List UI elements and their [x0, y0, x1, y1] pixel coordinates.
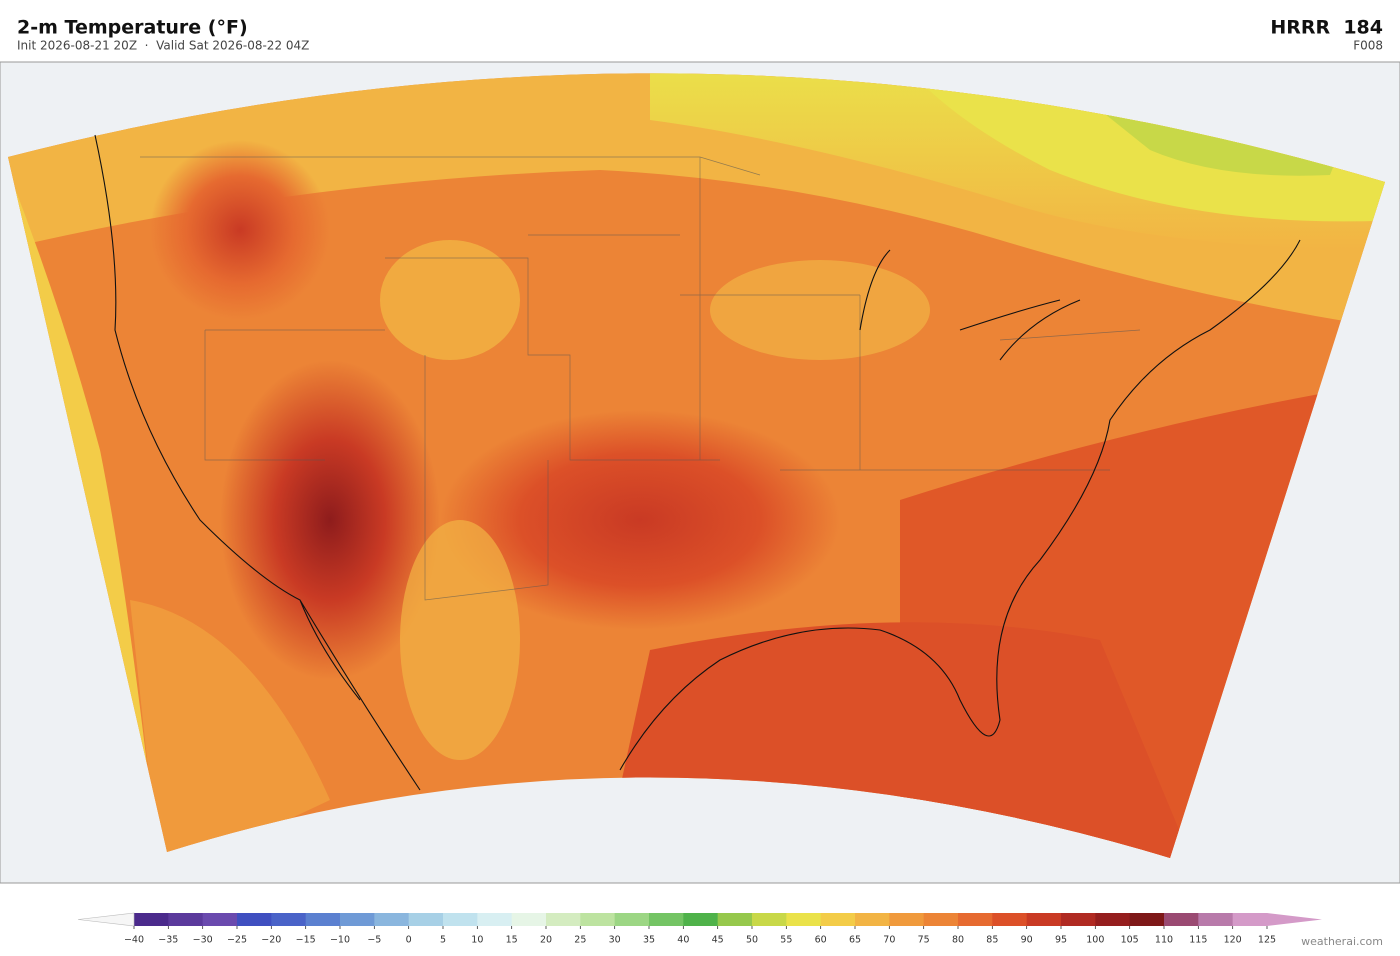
colorbar-bin: [614, 913, 650, 926]
colorbar-bin: [786, 913, 822, 926]
colorbar-tick-label: 40: [677, 935, 689, 946]
colorbar-bin: [1232, 913, 1268, 926]
colorbar-tick-label: 115: [1189, 935, 1207, 946]
colorbar-tick-label: 110: [1155, 935, 1173, 946]
colorbar-bin: [1095, 913, 1131, 926]
colorbar-tick-label: 50: [746, 935, 758, 946]
colorbar-bin: [1164, 913, 1199, 926]
colorbar-tick-label: 0: [406, 935, 412, 946]
colorbar-bin: [271, 913, 307, 926]
colorbar-tick-label: −25: [227, 935, 247, 946]
colorbar-bin: [1198, 913, 1234, 926]
map: [0, 61, 1400, 884]
colorbar-bin: [546, 913, 581, 926]
colorbar-extend-low: [77, 912, 135, 927]
colorbar-bin: [958, 913, 993, 926]
colorbar-bin: [1061, 913, 1096, 926]
colorbar-bin: [374, 913, 410, 926]
colorbar-bin: [1026, 913, 1062, 926]
colorbar-tick-label: 90: [1021, 935, 1033, 946]
colorbar-tick-label: −15: [296, 935, 316, 946]
colorbar-tick-label: 65: [849, 935, 861, 946]
colorbar-tick-label: −40: [124, 935, 144, 946]
colorbar-tick-label: 95: [1055, 935, 1067, 946]
colorbar-bin: [889, 913, 925, 926]
title: 2-m Temperature (°F): [17, 17, 248, 39]
colorbar-tick-label: 125: [1258, 935, 1276, 946]
colorbar-tick-label: 30: [609, 935, 621, 946]
colorbar-bin: [237, 913, 272, 926]
colorbar-tick-label: 10: [471, 935, 483, 946]
colorbar-bin: [408, 913, 444, 926]
colorbar-tick-label: 25: [574, 935, 586, 946]
colorbar-bin: [820, 913, 856, 926]
colorbar-bin: [1129, 913, 1165, 926]
colorbar-tick-label: 105: [1121, 935, 1139, 946]
colorbar-tick-label: 80: [952, 935, 964, 946]
colorbar-bin: [511, 913, 547, 926]
forecast-hour: F008: [1353, 39, 1383, 53]
colorbar-tick-label: 85: [986, 935, 998, 946]
colorbar-tick-label: 75: [918, 935, 930, 946]
colorbar-bin: [855, 913, 890, 926]
colorbar-tick-label: 70: [883, 935, 895, 946]
colorbar-bin: [202, 913, 238, 926]
colorbar-bin: [717, 913, 753, 926]
colorbar-tick-label: 15: [506, 935, 518, 946]
colorbar-bin: [477, 913, 513, 926]
colorbar-bin: [752, 913, 787, 926]
colorbar-bin: [134, 913, 169, 926]
colorbar-tick-label: 45: [712, 935, 724, 946]
colorbar-tick-label: 55: [780, 935, 792, 946]
colorbar-bin: [305, 913, 341, 926]
colorbar-bin: [580, 913, 616, 926]
colorbar-tick-label: 5: [440, 935, 446, 946]
colorbar-bin: [649, 913, 684, 926]
colorbar-tick-label: 100: [1086, 935, 1104, 946]
colorbar-bin: [443, 913, 478, 926]
colorbar-tick-label: 20: [540, 935, 552, 946]
colorbar-extend-high: [1267, 913, 1322, 926]
credit: weatherai.com: [1301, 935, 1383, 948]
colorbar-bin: [683, 913, 719, 926]
colorbar-tick-label: 35: [643, 935, 655, 946]
colorbar-tick-label: 120: [1224, 935, 1242, 946]
colorbar-bin: [992, 913, 1028, 926]
colorbar-tick-label: −10: [330, 935, 350, 946]
borders: [94, 134, 1301, 791]
colorbar-tick-label: −35: [158, 935, 178, 946]
colorbar-tick-label: −5: [367, 935, 381, 946]
colorbar-tick-label: −20: [261, 935, 281, 946]
colorbar-tick-label: −30: [193, 935, 213, 946]
colorbar: −40 −35 −30 −25 −20 −15 −10 −5 0 5 10 15 20 25 30 35 40 4…: [77, 912, 1322, 946]
colorbar-bin: [168, 913, 204, 926]
colorbar-bin: [340, 913, 375, 926]
model-label: HRRR 184: [1270, 17, 1383, 39]
colorbar-tick-label: 60: [815, 935, 827, 946]
subtitle: Init 2026-08-21 20Z · Valid Sat 2026-08-…: [17, 39, 309, 53]
colorbar-bin: [923, 913, 959, 926]
